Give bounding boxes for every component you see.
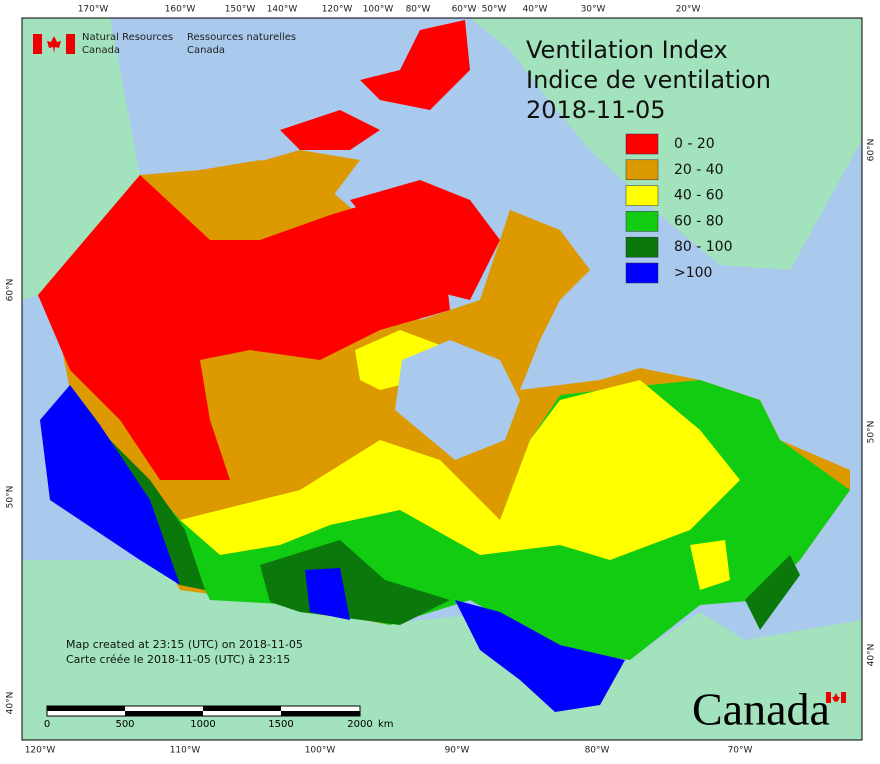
island bbox=[230, 150, 360, 215]
flag-bar bbox=[33, 34, 42, 54]
flag-leaf bbox=[832, 693, 840, 702]
footer: Map created at 23:15 (UTC) on 2018-11-05… bbox=[66, 638, 303, 666]
legend-label: 40 - 60 bbox=[674, 188, 724, 204]
graticule-label: 120°W bbox=[322, 5, 353, 15]
canada-wordmark: Canada bbox=[692, 684, 846, 735]
usa bbox=[22, 560, 862, 740]
region-above-100 bbox=[455, 600, 625, 712]
legend-label: 0 - 20 bbox=[674, 136, 715, 152]
scale-segment bbox=[125, 711, 203, 716]
flag-bar bbox=[66, 34, 75, 54]
graticule-label: 50°N bbox=[867, 421, 877, 444]
title: Indice de ventilation bbox=[526, 66, 771, 94]
graticule-label: 80°W bbox=[406, 5, 431, 15]
legend-swatch bbox=[625, 211, 659, 232]
region-above-100 bbox=[40, 385, 180, 585]
created-note: Carte créée le 2018-11-05 (UTC) à 23:15 bbox=[66, 653, 290, 666]
graticule-label: 80°W bbox=[585, 746, 610, 756]
graticule-label: 40°N bbox=[6, 692, 16, 715]
hudson-bay bbox=[395, 340, 520, 460]
wordmark: Canada bbox=[692, 684, 830, 735]
scale-segment bbox=[203, 706, 281, 711]
legend-label: >100 bbox=[674, 265, 712, 281]
org-name: Canada bbox=[82, 45, 120, 56]
graticule-label: 30°W bbox=[581, 5, 606, 15]
graticule-label: 100°W bbox=[363, 5, 394, 15]
scale-label: 1000 bbox=[190, 719, 215, 730]
graticule-label: 40°W bbox=[523, 5, 548, 15]
scale-label: 500 bbox=[115, 719, 134, 730]
nrcan-signature: Natural Resources Canada Ressources natu… bbox=[33, 32, 296, 56]
flag-bar bbox=[826, 692, 831, 703]
map-frame bbox=[21, 17, 863, 741]
island-red bbox=[280, 110, 380, 150]
legend-label: 20 - 40 bbox=[674, 162, 724, 178]
graticule-label: 50°W bbox=[482, 5, 507, 15]
island-red bbox=[350, 180, 500, 300]
graticule-label: 90°W bbox=[445, 746, 470, 756]
legend-swatch bbox=[625, 159, 659, 181]
title-block: Ventilation Index Indice de ventilation … bbox=[526, 36, 771, 124]
region-40-60 bbox=[180, 380, 740, 560]
legend: 0 - 20 20 - 40 40 - 60 60 - 80 80 - 100 >100 bbox=[625, 133, 733, 284]
graticule-label: 100°W bbox=[305, 746, 336, 756]
graticule-label: 120°W bbox=[25, 746, 56, 756]
org-name: Natural Resources bbox=[82, 32, 173, 43]
map bbox=[21, 17, 863, 741]
graticule-label: 60°W bbox=[452, 5, 477, 15]
date: 2018-11-05 bbox=[526, 96, 665, 124]
legend-swatch bbox=[625, 185, 659, 206]
legend-label: 60 - 80 bbox=[674, 213, 724, 229]
alaska bbox=[22, 18, 140, 300]
scale-label: 0 bbox=[44, 719, 50, 730]
island-red bbox=[360, 20, 470, 110]
region-40-60 bbox=[690, 540, 730, 590]
flag-leaf bbox=[47, 36, 61, 53]
graticule-label: 40°N bbox=[867, 644, 877, 667]
legend-swatch bbox=[625, 236, 659, 258]
graticule-label: 160°W bbox=[165, 5, 196, 15]
title: Ventilation Index bbox=[526, 36, 728, 64]
graticule-label: 70°W bbox=[728, 746, 753, 756]
legend-label: 80 - 100 bbox=[674, 239, 733, 255]
region-above-100 bbox=[305, 568, 350, 620]
greenland bbox=[470, 18, 862, 270]
org-name: Ressources naturelles bbox=[187, 32, 296, 43]
graticule-label: 110°W bbox=[170, 746, 201, 756]
scale-segment bbox=[47, 706, 125, 711]
legend-swatch bbox=[625, 133, 659, 155]
scale-segment bbox=[281, 711, 360, 716]
graticule-label: 20°W bbox=[676, 5, 701, 15]
graticule-label: 170°W bbox=[78, 5, 109, 15]
scale-unit: km bbox=[378, 719, 394, 730]
graticule-label: 140°W bbox=[267, 5, 298, 15]
scale-bar: 0 500 1000 1500 2000 km bbox=[44, 705, 394, 730]
legend-swatch bbox=[625, 262, 659, 284]
graticule-label: 60°N bbox=[867, 139, 877, 162]
graticule-label: 60°N bbox=[6, 279, 16, 302]
flag-bar bbox=[841, 692, 846, 703]
region-80-100 bbox=[260, 540, 450, 625]
created-note: Map created at 23:15 (UTC) on 2018-11-05 bbox=[66, 638, 303, 651]
graticule-labels: 170°W 160°W 150°W 140°W 120°W 100°W 80°W… bbox=[6, 5, 877, 756]
graticule-label: 150°W bbox=[225, 5, 256, 15]
scale-label: 1500 bbox=[268, 719, 293, 730]
graticule-label: 50°N bbox=[6, 486, 16, 509]
scale-label: 2000 bbox=[347, 719, 372, 730]
region-0-20 bbox=[38, 175, 450, 480]
region-80-100 bbox=[745, 555, 800, 630]
org-name: Canada bbox=[187, 45, 225, 56]
